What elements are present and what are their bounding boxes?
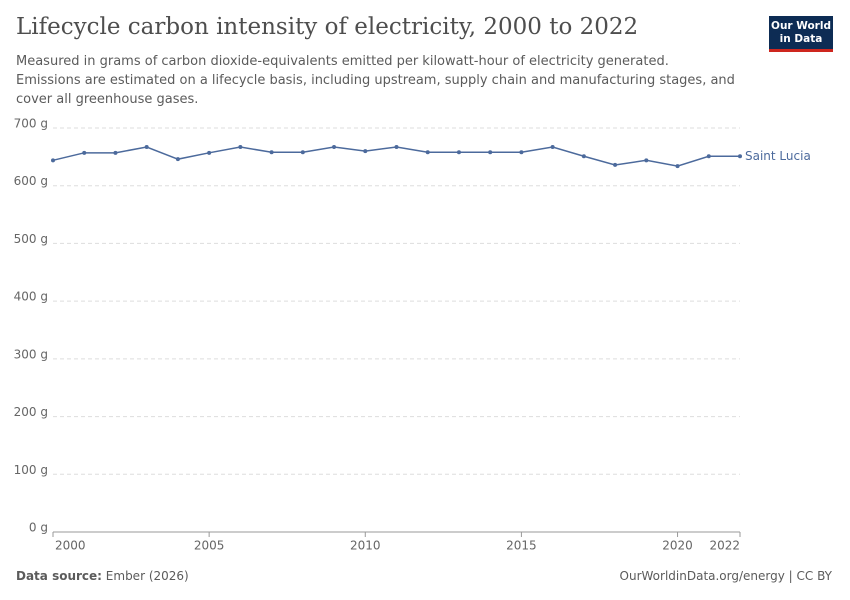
data-point (581, 154, 586, 159)
y-tick-label: 100 g (14, 463, 48, 477)
legend-label: Saint Lucia (745, 149, 811, 163)
source-text: Ember (2026) (105, 569, 189, 583)
y-tick-label: 600 g (14, 174, 48, 188)
data-point (144, 145, 149, 150)
data-point (394, 145, 399, 150)
data-point (519, 150, 524, 155)
y-tick-label: 300 g (14, 347, 48, 361)
data-point (269, 150, 274, 155)
license[interactable]: OurWorldinData.org/energy | CC BY (619, 569, 832, 583)
logo-line: Our World (771, 20, 831, 32)
x-tick-label: 2022 (709, 539, 740, 553)
chart-subtitle: Measured in grams of carbon dioxide-equi… (16, 54, 735, 107)
data-point (51, 158, 55, 163)
y-tick-label: 0 g (29, 521, 48, 535)
data-point (706, 154, 711, 159)
logo[interactable]: Our World in Data (769, 16, 833, 52)
data-point (82, 150, 87, 155)
y-tick-label: 400 g (14, 290, 48, 304)
data-point (550, 145, 555, 150)
data-point (332, 145, 337, 150)
logo-line: in Data (779, 33, 823, 45)
x-tick-label: 2015 (506, 539, 537, 553)
series-line (52, 146, 740, 167)
y-tick-label: 700 g (14, 117, 48, 131)
data-point (738, 154, 742, 159)
data-point (363, 149, 368, 154)
data-point (238, 145, 243, 150)
data-point (488, 150, 493, 155)
data-point (175, 157, 180, 162)
x-tick-label: 2010 (350, 539, 381, 553)
y-tick-label: 200 g (14, 405, 48, 419)
data-point (675, 164, 680, 169)
x-tick-label: 2005 (194, 539, 225, 553)
source-label: Data source: (16, 569, 102, 583)
chart: 0 g 100 g 200 g 300 g 400 g 500 g 600 g 700 g 20… (14, 117, 811, 553)
data-point (644, 158, 649, 163)
data-point (613, 162, 618, 167)
chart-title: Lifecycle carbon intensity of electricit… (16, 14, 639, 40)
data-point (456, 150, 461, 155)
y-tick-label: 500 g (14, 232, 48, 246)
data-point (300, 150, 305, 155)
x-tick-label: 2020 (662, 539, 693, 553)
data-point (113, 150, 118, 155)
source: Data source: Ember (2026) (16, 569, 189, 583)
data-point (207, 150, 212, 155)
x-tick-label: 2000 (55, 539, 86, 553)
data-point (425, 150, 430, 155)
